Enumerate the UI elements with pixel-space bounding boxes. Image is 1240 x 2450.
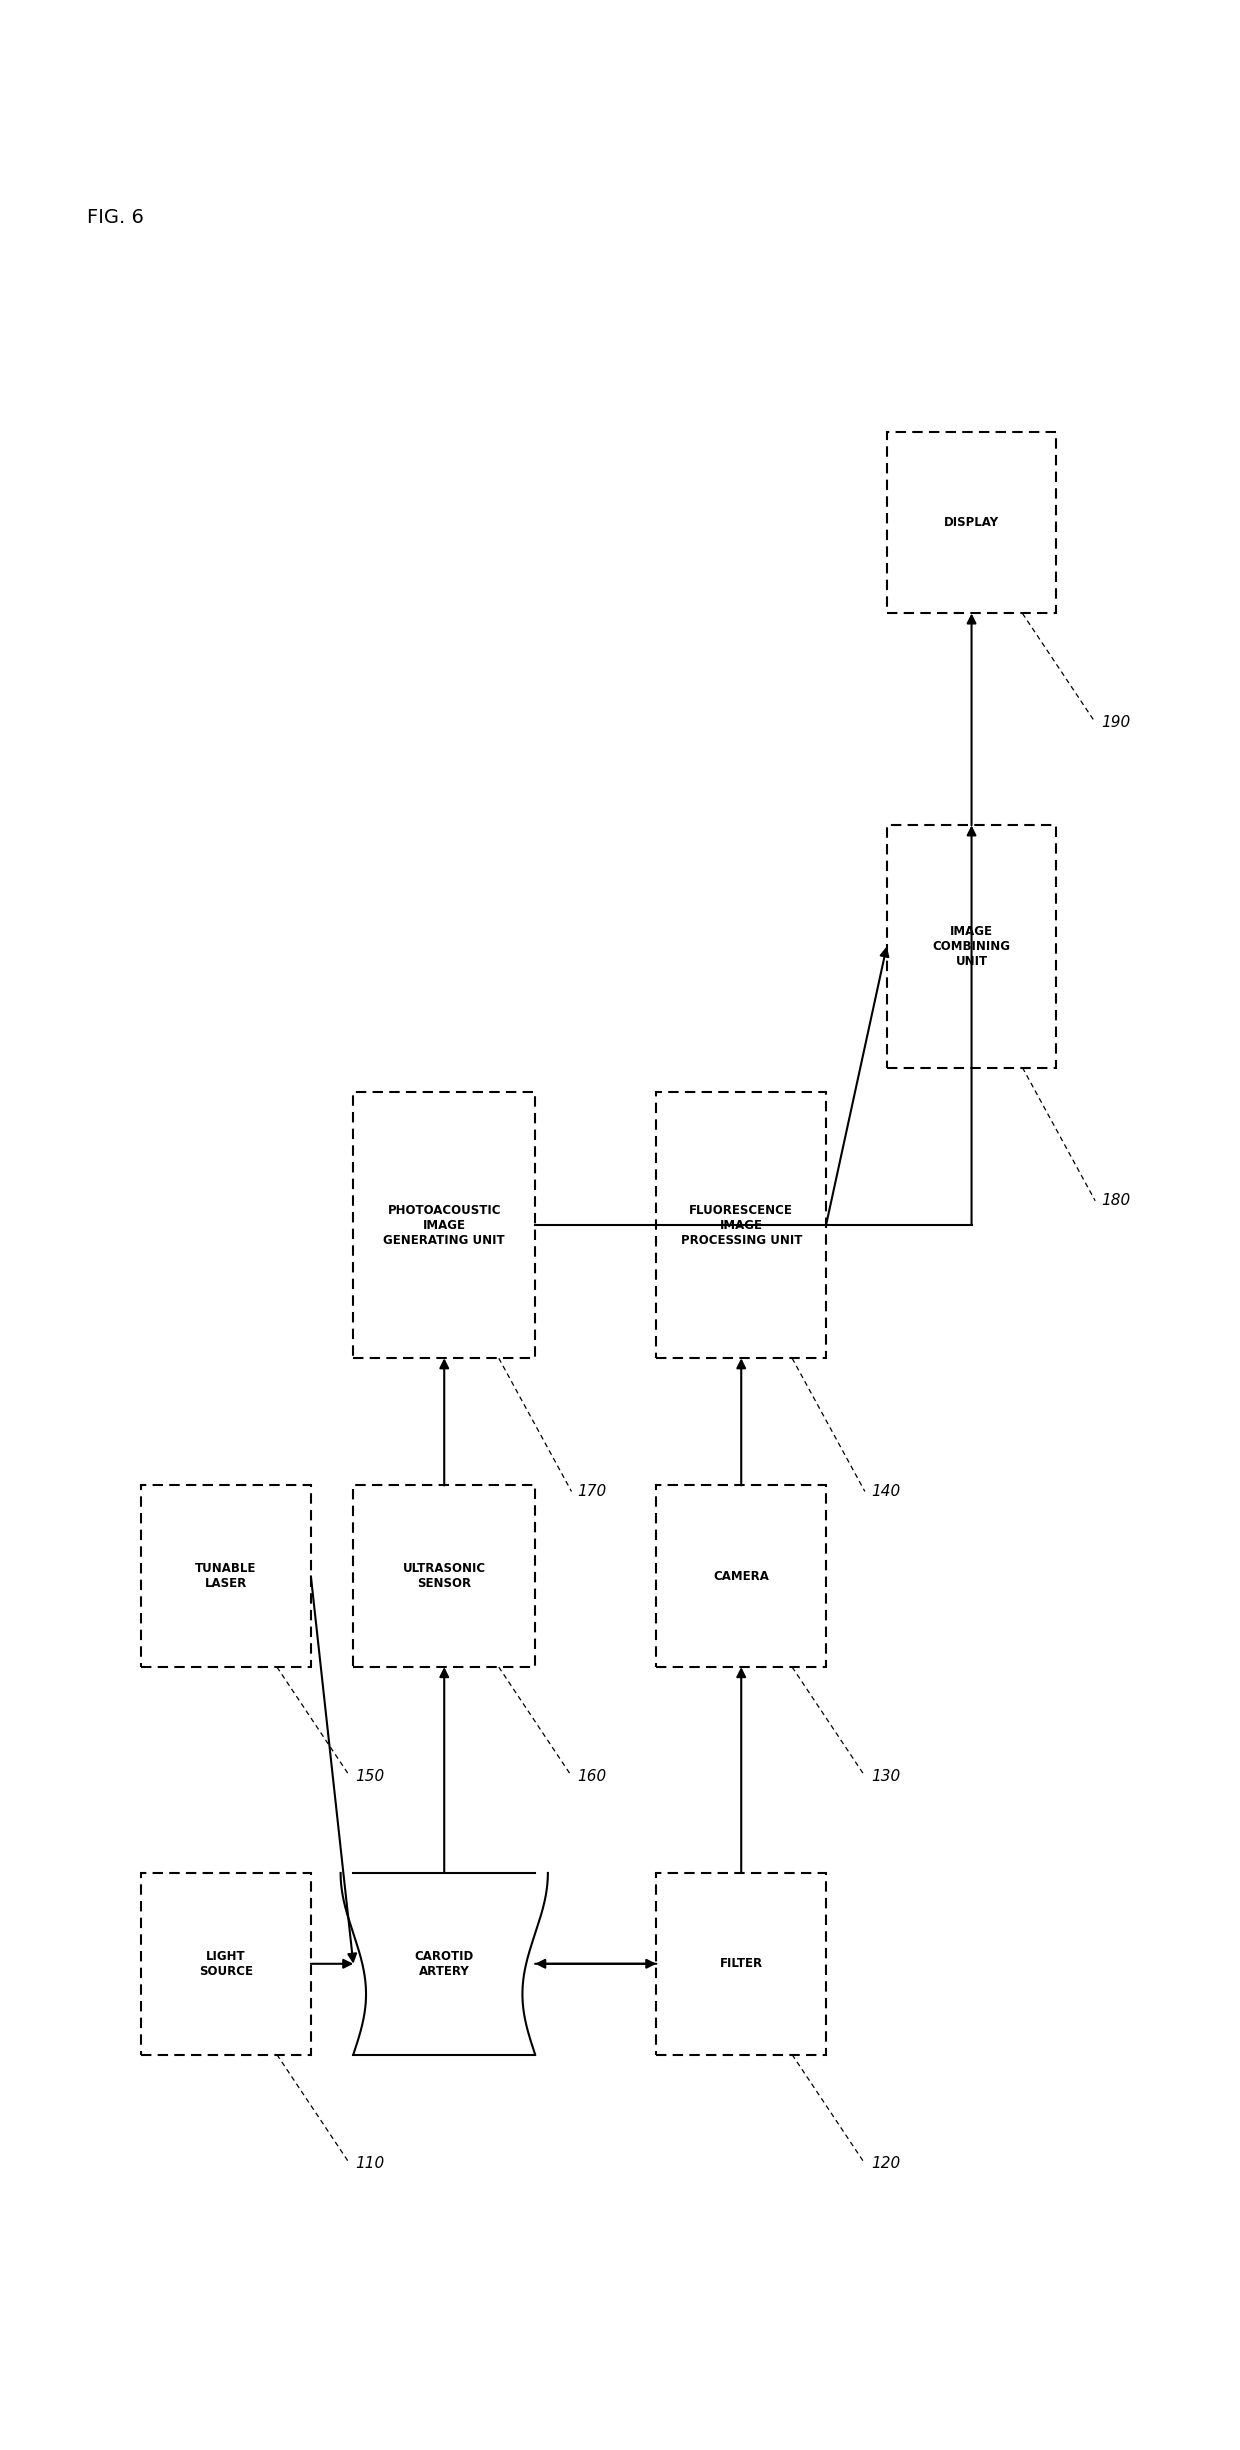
- FancyBboxPatch shape: [656, 1485, 826, 1666]
- Text: 170: 170: [578, 1485, 606, 1499]
- Text: FIG. 6: FIG. 6: [87, 208, 144, 228]
- Text: 160: 160: [578, 1769, 606, 1784]
- Text: 130: 130: [870, 1769, 900, 1784]
- Text: ULTRASONIC
SENSOR: ULTRASONIC SENSOR: [403, 1563, 486, 1590]
- FancyBboxPatch shape: [656, 1093, 826, 1357]
- Text: LIGHT
SOURCE: LIGHT SOURCE: [200, 1950, 253, 1977]
- FancyBboxPatch shape: [887, 826, 1056, 1068]
- Text: 110: 110: [356, 2156, 384, 2171]
- Text: 150: 150: [356, 1769, 384, 1784]
- FancyBboxPatch shape: [141, 1485, 311, 1666]
- Text: TUNABLE
LASER: TUNABLE LASER: [196, 1563, 257, 1590]
- Text: IMAGE
COMBINING
UNIT: IMAGE COMBINING UNIT: [932, 926, 1011, 968]
- Text: FLUORESCENCE
IMAGE
PROCESSING UNIT: FLUORESCENCE IMAGE PROCESSING UNIT: [681, 1203, 802, 1247]
- FancyBboxPatch shape: [353, 1093, 536, 1357]
- Text: PHOTOACOUSTIC
IMAGE
GENERATING UNIT: PHOTOACOUSTIC IMAGE GENERATING UNIT: [383, 1203, 505, 1247]
- Text: CAROTID
ARTERY: CAROTID ARTERY: [414, 1950, 474, 1977]
- FancyBboxPatch shape: [353, 1485, 536, 1666]
- Text: 190: 190: [1101, 715, 1131, 730]
- Polygon shape: [341, 1872, 548, 2056]
- FancyBboxPatch shape: [887, 431, 1056, 612]
- Text: CAMERA: CAMERA: [713, 1570, 769, 1583]
- Text: FILTER: FILTER: [719, 1958, 763, 1970]
- Text: DISPLAY: DISPLAY: [944, 517, 999, 529]
- Text: 140: 140: [870, 1485, 900, 1499]
- Text: 180: 180: [1101, 1193, 1131, 1208]
- FancyBboxPatch shape: [141, 1872, 311, 2056]
- Text: 120: 120: [870, 2156, 900, 2171]
- FancyBboxPatch shape: [656, 1872, 826, 2056]
